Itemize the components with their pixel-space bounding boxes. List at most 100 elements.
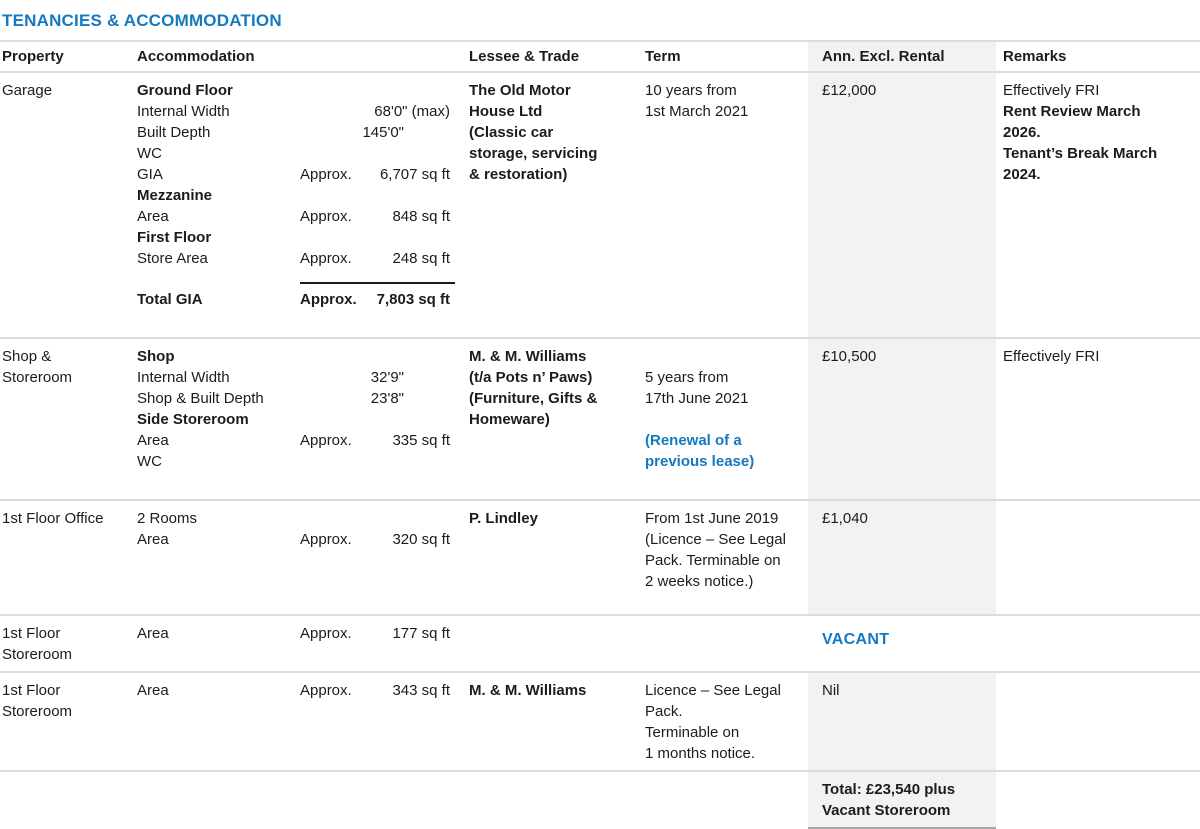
term-highlight: (Renewal of a previous lease) <box>645 432 755 470</box>
acc-label: GIA <box>137 166 163 183</box>
accommodation-line: Area Approx. 335 sq ft <box>137 430 455 451</box>
acc-label: Built Depth <box>137 124 211 141</box>
property-cell: Garage <box>2 82 53 99</box>
col-header-property: Property <box>2 48 64 65</box>
col-header-rental: Ann. Excl. Rental <box>808 42 996 71</box>
term-cell <box>631 616 808 671</box>
table-row-shop-storeroom: Shop & Storeroom Shop Internal Width 32'… <box>0 339 1200 501</box>
table-row-first-floor-office: 1st Floor Office 2 Rooms Area Approx. 320… <box>0 501 1200 616</box>
acc-label: Area <box>137 531 169 548</box>
acc-value-prefix: Approx. <box>300 531 352 548</box>
accommodation-line: Area Approx. 848 sq ft <box>137 206 455 227</box>
remarks-line-bold: Rent Review March 2026. Tenant’s Break M… <box>1003 103 1158 183</box>
acc-value: 23'8" <box>370 390 404 407</box>
acc-label: WC <box>137 453 162 470</box>
property-cell: Shop & Storeroom <box>2 348 73 386</box>
rental-cell: Nil <box>808 673 996 770</box>
table-header-row: Property Accommodation Lessee & Trade Te… <box>0 40 1200 73</box>
lessee-cell: P. Lindley <box>469 510 538 527</box>
acc-label: Internal Width <box>137 369 230 386</box>
remarks-line: Effectively FRI <box>1003 348 1100 365</box>
acc-value-prefix: Approx. <box>300 625 352 642</box>
acc-value-prefix: Approx. <box>300 682 352 699</box>
remarks-cell: Effectively FRI Rent Review March 2026. … <box>996 73 1200 337</box>
acc-label: 2 Rooms <box>137 510 198 527</box>
acc-value: 145'0" <box>362 124 404 141</box>
accommodation-line: Area Approx. 320 sq ft <box>137 529 455 550</box>
accommodation-line: Mezzanine <box>137 185 455 206</box>
acc-value: 7,803 sq ft <box>376 291 450 308</box>
property-cell: 1st Floor Office <box>2 510 104 527</box>
rental-cell: £12,000 <box>808 73 996 337</box>
property-cell: 1st Floor Storeroom <box>2 682 73 720</box>
term-cell: Licence – See Legal Pack. Terminable on … <box>645 682 781 762</box>
acc-value-prefix: Approx. <box>300 291 357 308</box>
accommodation-cell: Area Approx. 177 sq ft <box>137 616 455 671</box>
acc-value-prefix: Approx. <box>300 432 352 449</box>
property-cell: 1st Floor Storeroom <box>2 625 73 663</box>
accommodation-line: Built Depth 145'0" <box>137 122 455 143</box>
accommodation-cell: 2 Rooms Area Approx. 320 sq ft <box>137 501 455 614</box>
acc-value-prefix: Approx. <box>300 250 352 267</box>
vacant-badge: VACANT <box>822 631 890 648</box>
accommodation-line: Shop & Built Depth 23'8" <box>137 388 455 409</box>
acc-value-prefix: Approx. <box>300 208 352 225</box>
col-header-lessee: Lessee & Trade <box>469 48 580 65</box>
acc-label: Side Storeroom <box>137 411 249 428</box>
acc-value: 335 sq ft <box>392 432 450 449</box>
col-header-accommodation: Accommodation <box>137 48 255 65</box>
acc-label: Area <box>137 208 169 225</box>
acc-value: 248 sq ft <box>392 250 450 267</box>
accommodation-cell: Shop Internal Width 32'9" Shop & Built D… <box>137 339 455 499</box>
col-header-term: Term <box>645 48 681 65</box>
col-header-remarks: Remarks <box>1003 48 1067 65</box>
acc-value-prefix: Approx. <box>300 166 352 183</box>
acc-value: 6,707 sq ft <box>379 166 450 183</box>
rental-cell: VACANT <box>808 616 996 671</box>
acc-label: First Floor <box>137 229 212 246</box>
term-cell: 5 years from 17th June 2021 (Renewal of … <box>631 339 808 499</box>
grand-total: Total: £23,540 plus Vacant Storeroom <box>808 772 996 829</box>
accommodation-line: Side Storeroom <box>137 409 455 430</box>
accommodation-line: First Floor <box>137 227 455 248</box>
lessee-cell: M. & M. Williams (t/a Pots n’ Paws) (Fur… <box>469 348 598 428</box>
term-text: 5 years from 17th June 2021 <box>645 369 749 407</box>
acc-label: Area <box>137 432 169 449</box>
acc-label: Mezzanine <box>137 187 213 204</box>
table-row-garage: Garage Ground Floor Internal Width 68'0"… <box>0 73 1200 339</box>
lessee-cell: The Old Motor House Ltd (Classic car sto… <box>469 82 598 183</box>
table-row-total: Total: £23,540 plus Vacant Storeroom <box>0 772 1200 829</box>
acc-label: Total GIA <box>137 291 203 308</box>
acc-label: Area <box>137 625 169 642</box>
accommodation-line: WC <box>137 451 455 472</box>
accommodation-line: Internal Width 68'0" (max) <box>137 101 455 122</box>
acc-value: 848 sq ft <box>392 208 450 225</box>
accommodation-line: Area Approx. 343 sq ft <box>137 680 455 701</box>
acc-label: Internal Width <box>137 103 230 120</box>
acc-value: 343 sq ft <box>392 682 450 699</box>
acc-value: 32'9" <box>370 369 404 386</box>
remarks-cell <box>996 673 1200 770</box>
accommodation-line: Shop <box>137 346 455 367</box>
accommodation-cell: Ground Floor Internal Width 68'0" (max) … <box>137 73 455 337</box>
acc-label: Shop & Built Depth <box>137 390 264 407</box>
rental-cell: £10,500 <box>808 339 996 499</box>
accommodation-line: Store Area Approx. 248 sq ft <box>137 248 455 269</box>
acc-value: 68'0" (max) <box>374 103 450 120</box>
remarks-cell <box>996 616 1200 671</box>
page-title: TENANCIES & ACCOMMODATION <box>2 11 282 30</box>
accommodation-total-line: Total GIA Approx. 7,803 sq ft <box>137 282 455 310</box>
accommodation-line: Internal Width 32'9" <box>137 367 455 388</box>
acc-label: Store Area <box>137 250 208 267</box>
table-row-storeroom-vacant: 1st Floor Storeroom Area Approx. 177 sq f… <box>0 616 1200 673</box>
accommodation-cell: Area Approx. 343 sq ft <box>137 673 455 770</box>
acc-label: Shop <box>137 348 175 365</box>
remarks-line: Effectively FRI <box>1003 82 1100 99</box>
acc-label: Area <box>137 682 169 699</box>
acc-value: 320 sq ft <box>392 531 450 548</box>
table-row-storeroom-williams: 1st Floor Storeroom Area Approx. 343 sq f… <box>0 673 1200 772</box>
accommodation-line: Ground Floor <box>137 80 455 101</box>
lessee-cell: M. & M. Williams <box>469 682 587 699</box>
term-cell: From 1st June 2019 (Licence – See Legal … <box>645 510 786 590</box>
